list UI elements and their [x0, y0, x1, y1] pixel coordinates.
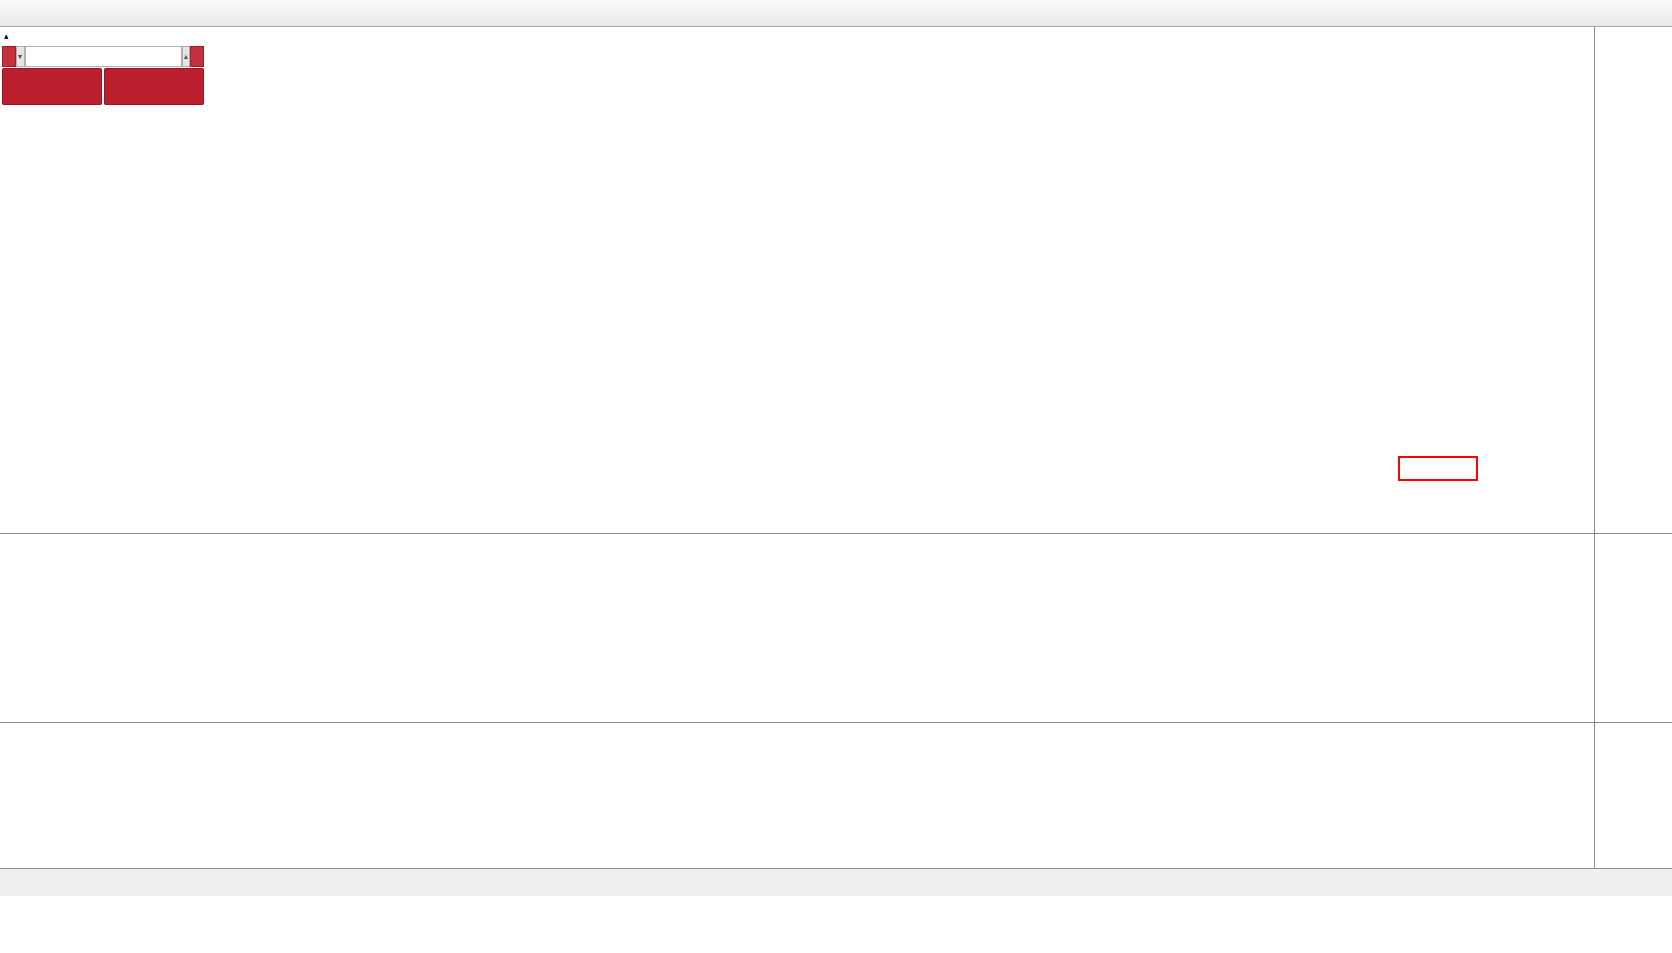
chart-area: ▴ ▼ ▲ [0, 27, 1672, 953]
rsi-panel[interactable] [0, 722, 1594, 868]
chart-window-icon: ▴ [4, 31, 9, 41]
buy-price-button[interactable] [104, 68, 204, 105]
panel-separator [0, 722, 1672, 723]
one-click-trading-panel: ▼ ▲ [2, 46, 204, 105]
time-axis[interactable] [0, 868, 1672, 896]
sell-button[interactable] [2, 46, 16, 67]
buy-button[interactable] [190, 46, 204, 67]
macd-header [4, 536, 18, 548]
volume-up-button[interactable]: ▲ [181, 46, 191, 67]
volume-dropdown-button[interactable]: ▼ [15, 46, 25, 67]
main-chart-panel[interactable]: ▴ ▼ ▲ [0, 27, 1594, 533]
panel-separator [0, 868, 1672, 869]
price-axis[interactable] [1595, 27, 1672, 868]
macd-panel[interactable] [0, 533, 1594, 722]
panel-separator [0, 533, 1672, 534]
sell-price-button[interactable] [2, 68, 102, 105]
toolbar [0, 0, 1672, 27]
price-callout-label [1398, 456, 1478, 481]
chart-symbol-info: ▴ [4, 30, 17, 42]
price-axis-separator [1594, 27, 1595, 868]
rsi-header [4, 725, 11, 737]
volume-input[interactable] [24, 46, 182, 67]
